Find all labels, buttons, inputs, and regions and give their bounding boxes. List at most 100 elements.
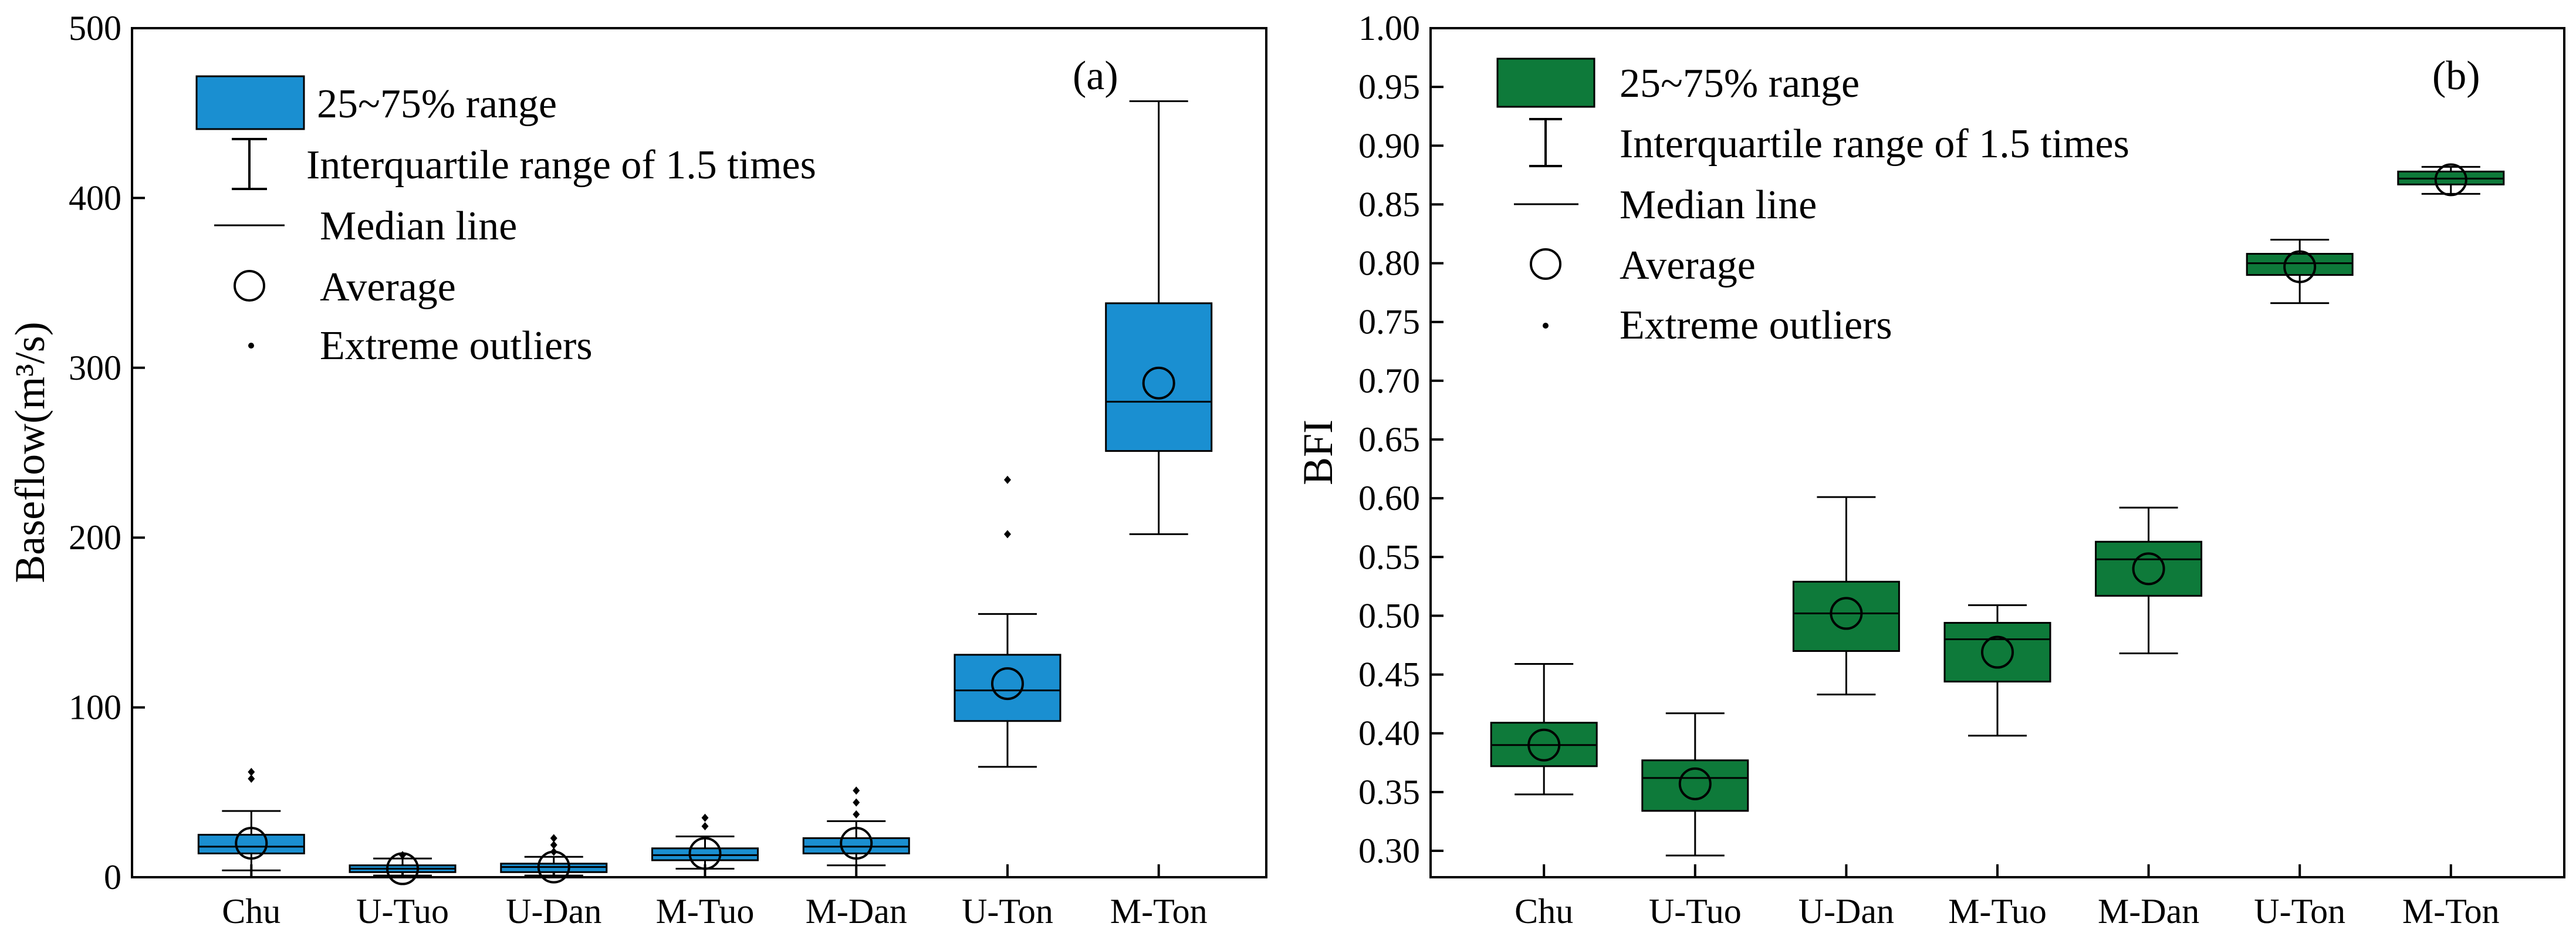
panel-a-x-tick-label: M-Ton xyxy=(1110,892,1208,931)
panel-a-y-tick-label: 400 xyxy=(69,178,121,217)
panel-a-x-tick-label: U-Tuo xyxy=(356,892,449,931)
outlier-point xyxy=(853,810,860,819)
panel-a-plot-frame xyxy=(131,27,1267,878)
panel-b-y-tick-label: 0.70 xyxy=(1358,361,1420,400)
panel-a-box-chu xyxy=(197,767,305,871)
iqr-box xyxy=(2095,540,2203,597)
outlier-point xyxy=(1003,475,1011,484)
outlier-point xyxy=(1003,530,1011,539)
panel-b-y-tick-label: 0.35 xyxy=(1358,773,1420,811)
outlier-point xyxy=(853,786,860,795)
mean-marker xyxy=(1830,597,1863,630)
panel-a-x-tick-label: U-Ton xyxy=(962,892,1053,931)
panel-b-x-tick-label: U-Ton xyxy=(2254,892,2345,931)
panel-b-y-tick-label: 0.90 xyxy=(1358,126,1420,165)
panel-b-box-u-dan xyxy=(1792,496,1900,696)
panel-b-y-tick-label: 0.55 xyxy=(1358,537,1420,576)
mean-marker xyxy=(688,837,722,870)
legend-a-box-label: 25~75% range xyxy=(317,82,557,127)
panel-b-box-u-tuo xyxy=(1641,712,1749,857)
panel-b-y-tick-label: 0.45 xyxy=(1358,655,1420,694)
panel-a-x-tick-label: Chu xyxy=(222,892,280,931)
panel-b-y-tick-label: 0.50 xyxy=(1358,596,1420,635)
panel-a-y-tick-label: 0 xyxy=(104,858,121,897)
panel-b-y-tick-label: 0.75 xyxy=(1358,303,1420,341)
panel-b-x-tick-label: U-Dan xyxy=(1799,892,1894,931)
mean-marker xyxy=(1142,366,1175,400)
legend-b-whisker-label: Interquartile range of 1.5 times xyxy=(1620,121,2129,167)
legend-b-average-icon xyxy=(1530,248,1561,280)
panel-b-box-m-ton xyxy=(2397,163,2505,197)
panel-a-y-tick-label: 200 xyxy=(69,518,121,557)
panel-a-x-tick-label: U-Dan xyxy=(506,892,601,931)
panel-a-box-u-ton xyxy=(954,475,1061,768)
panel-a-box-m-ton xyxy=(1105,100,1213,535)
legend-a-average-icon xyxy=(234,270,265,302)
outlier-point xyxy=(248,767,255,776)
legend-a-median-label: Median line xyxy=(320,204,517,249)
panel-a-y-tick-label: 300 xyxy=(69,349,121,387)
panel-b-box-u-ton xyxy=(2246,239,2354,305)
iqr-box xyxy=(2246,253,2354,276)
outlier-point xyxy=(701,813,709,822)
mean-marker xyxy=(990,667,1024,701)
outlier-point xyxy=(550,847,557,856)
panel-b-y-ticks: 0.30 0.35 0.40 0.45 0.50 0.55 0.60 0.65 0.70 0.75… xyxy=(1358,9,1443,870)
outlier-point xyxy=(701,822,709,831)
panel-b-bfi: 0.30 0.35 0.40 0.45 0.50 0.55 0.60 0.65 0.70 0.75… xyxy=(1294,9,2565,931)
panel-a-x-tick-label: M-Tuo xyxy=(656,892,755,931)
panel-b-tag: (b) xyxy=(2432,53,2480,99)
panel-a-y-axis-title: Baseflow(m³/s) xyxy=(6,322,53,583)
panel-b-boxes xyxy=(1490,163,2505,857)
mean-marker xyxy=(2132,552,2165,586)
legend-b-outlier-icon xyxy=(1543,323,1549,329)
mean-marker xyxy=(1981,635,2014,669)
panel-b-legend: 25~75% range Interquartile range of 1.5 … xyxy=(1496,58,2129,348)
panel-b-y-tick-label: 0.95 xyxy=(1358,67,1420,106)
mean-marker xyxy=(2434,163,2467,197)
panel-a-tag: (a) xyxy=(1073,53,1118,99)
legend-a-whisker-label: Interquartile range of 1.5 times xyxy=(306,143,816,188)
mean-marker xyxy=(1527,728,1561,762)
panel-a-x-tick-label: M-Dan xyxy=(806,892,907,931)
panel-b-y-tick-label: 1.00 xyxy=(1358,9,1420,48)
iqr-box xyxy=(1943,621,2051,683)
outlier-point xyxy=(853,798,860,807)
legend-a-outlier-icon xyxy=(248,343,254,349)
panel-b-x-tick-label: M-Ton xyxy=(2402,892,2500,931)
panel-a-y-ticks: 0 100 200 300 400 500 xyxy=(69,9,145,897)
mean-marker xyxy=(235,827,268,860)
panel-b-box-chu xyxy=(1490,663,1598,796)
panel-b-y-tick-label: 0.80 xyxy=(1358,244,1420,283)
iqr-box xyxy=(1792,580,1900,652)
legend-a-average-label: Average xyxy=(320,265,456,310)
mean-marker xyxy=(1678,767,1712,800)
legend-b-median-label: Median line xyxy=(1620,182,1817,228)
outlier-point xyxy=(550,841,557,850)
legend-a-outlier-label: Extreme outliers xyxy=(320,323,593,368)
legend-b-outlier-label: Extreme outliers xyxy=(1620,303,1892,348)
legend-a-box-swatch xyxy=(195,75,305,130)
panel-b-x-tick-label: U-Tuo xyxy=(1649,892,1742,931)
panel-b-box-m-tuo xyxy=(1943,604,2051,737)
panel-b-y-tick-label: 0.40 xyxy=(1358,714,1420,753)
panel-b-x-tick-label: M-Tuo xyxy=(1948,892,2047,931)
panel-b-x-tick-label: Chu xyxy=(1515,892,1573,931)
legend-b-box-label: 25~75% range xyxy=(1620,61,1860,106)
panel-a-box-m-dan xyxy=(802,786,910,867)
outlier-point xyxy=(399,851,407,860)
outlier-point xyxy=(248,775,255,783)
panel-a-legend: 25~75% range Interquartile range of 1.5 … xyxy=(195,75,816,368)
iqr-box xyxy=(954,654,1061,722)
panel-a-box-u-dan xyxy=(500,834,608,884)
panel-b-y-tick-label: 0.85 xyxy=(1358,185,1420,224)
legend-b-average-label: Average xyxy=(1620,243,1756,288)
panel-a-box-m-tuo xyxy=(651,813,759,870)
panel-b-x-ticks: Chu U-Tuo U-Dan M-Tuo M-Dan U-Ton M-Ton xyxy=(1515,864,2500,931)
iqr-box xyxy=(197,834,305,854)
panel-a-boxes xyxy=(197,100,1213,885)
panel-a-baseflow: 0 100 200 300 400 500 Chu U-Tuo U-Dan M-Tuo M-Dan… xyxy=(6,9,1267,931)
panel-b-y-tick-label: 0.65 xyxy=(1358,420,1420,459)
legend-b-box-swatch xyxy=(1496,58,1595,108)
panel-b-x-tick-label: M-Dan xyxy=(2098,892,2199,931)
